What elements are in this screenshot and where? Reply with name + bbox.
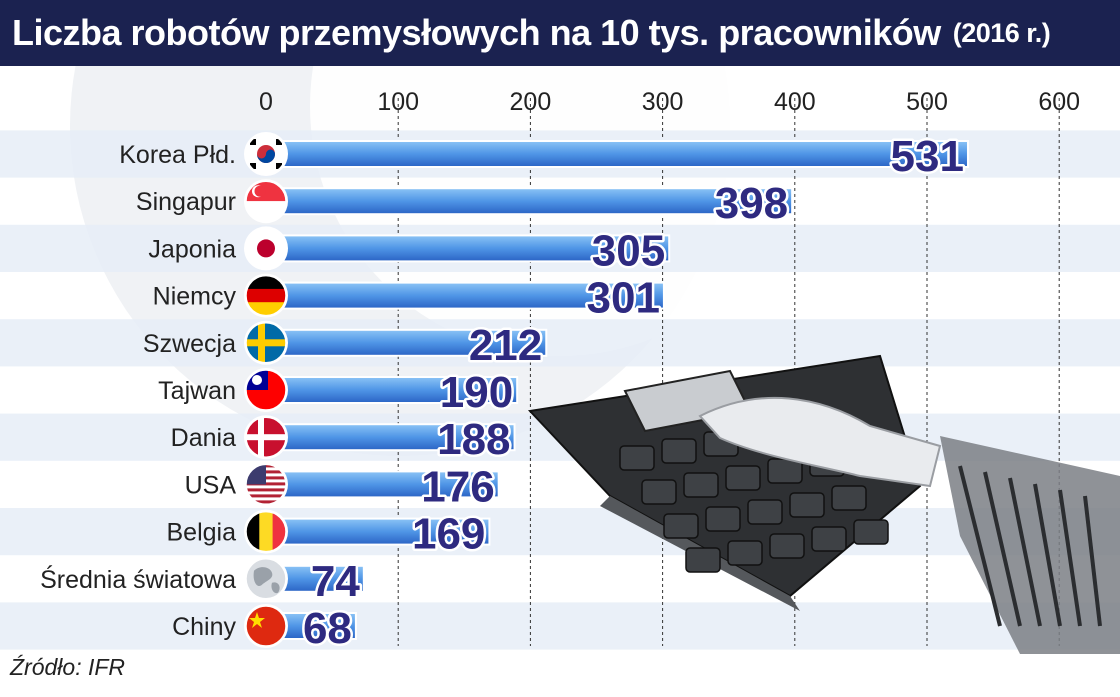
category-label: Tajwan xyxy=(158,377,236,405)
bar-chart: 0 100 200 300 400 500 600 Korea Płd. Singapur Ja… xyxy=(0,66,1120,654)
x-tick-label: 200 xyxy=(510,88,552,116)
sweden-flag-icon xyxy=(244,320,288,365)
x-tick-label: 100 xyxy=(377,88,419,116)
category-label: Średnia światowa xyxy=(40,564,236,594)
x-tick-label: 500 xyxy=(906,88,948,116)
bar xyxy=(271,376,519,404)
category-label: Korea Płd. xyxy=(119,141,236,169)
value-label: 74 xyxy=(311,557,360,606)
x-tick-label: 600 xyxy=(1038,88,1080,116)
category-label: Japonia xyxy=(148,235,236,263)
chart-title: Liczba robotów przemysłowych na 10 tys. … xyxy=(12,12,941,53)
south-korea-flag-icon xyxy=(244,132,288,176)
bar xyxy=(271,517,491,546)
calculator-robot-hand-illustration xyxy=(527,354,1120,654)
bar xyxy=(271,187,794,216)
bar xyxy=(271,234,671,263)
category-label: Chiny xyxy=(172,613,236,641)
x-tick-label: 300 xyxy=(642,88,684,116)
value-label: 188 xyxy=(437,415,510,464)
row-band xyxy=(0,508,1120,556)
value-label: 531 xyxy=(891,132,964,181)
chart-title-bar: Liczba robotów przemysłowych na 10 tys. … xyxy=(0,0,1120,66)
value-label: 305 xyxy=(592,226,665,275)
value-label: 212 xyxy=(469,321,542,370)
chart-subtitle: (2016 r.) xyxy=(952,17,1051,48)
category-label: USA xyxy=(185,471,237,499)
value-label: 301 xyxy=(587,274,660,323)
value-label: 169 xyxy=(412,510,485,559)
category-label: Belgia xyxy=(167,519,237,547)
china-flag-icon xyxy=(244,604,288,648)
category-label: Singapur xyxy=(136,188,236,216)
value-label: 190 xyxy=(440,368,513,417)
bar xyxy=(271,328,548,357)
value-label: 176 xyxy=(421,462,494,511)
value-label: 68 xyxy=(303,604,352,653)
singapore-flag-icon xyxy=(244,179,288,224)
taiwan-flag-icon xyxy=(244,368,288,412)
source-note: Źródło: IFR xyxy=(10,654,126,680)
belgium-flag-icon xyxy=(244,509,288,554)
germany-flag-icon xyxy=(244,273,288,318)
row-band xyxy=(0,319,1120,367)
category-label: Niemcy xyxy=(153,283,237,311)
value-label: 398 xyxy=(715,179,788,228)
denmark-flag-icon xyxy=(244,415,288,460)
category-label: Dania xyxy=(171,424,236,452)
x-tick-label: 0 xyxy=(259,88,273,116)
usa-flag-icon xyxy=(244,462,288,507)
x-tick-label: 400 xyxy=(774,88,816,116)
category-label: Szwecja xyxy=(143,330,236,358)
japan-flag-icon xyxy=(244,226,288,271)
bar xyxy=(271,140,969,168)
globe-icon xyxy=(244,556,288,601)
row-band xyxy=(0,602,1120,650)
